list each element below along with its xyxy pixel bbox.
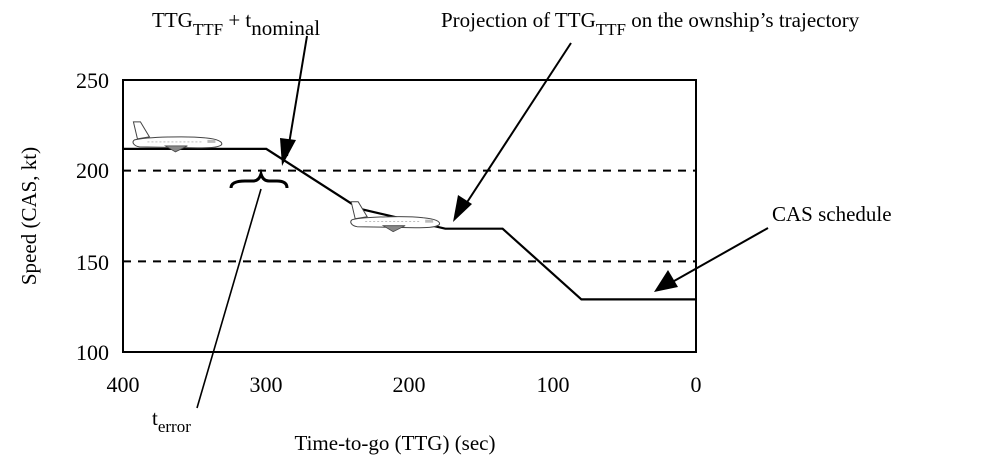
x-tick-300: 300 <box>250 372 283 397</box>
x-tick-200: 200 <box>393 372 426 397</box>
aircraft-markers <box>132 121 441 233</box>
annotation-ttg-ttf-nominal: TTGTTF + tnominal <box>152 8 320 40</box>
y-axis-label: Speed (CAS, kt) <box>17 147 41 285</box>
annotation-cas-schedule: CAS schedule <box>772 202 892 226</box>
plot-frame <box>122 79 697 353</box>
projection-arrow-head <box>453 195 472 222</box>
cas-schedule-arrow-head <box>654 270 678 292</box>
ttg-nominal-arrow-line <box>286 35 308 157</box>
annotation-projection: Projection of TTGTTF on the ownship’s tr… <box>441 8 860 39</box>
y-tick-150: 150 <box>76 250 109 275</box>
reference-lines <box>123 169 696 263</box>
series-line-cas-schedule <box>123 147 696 301</box>
y-tick-200: 200 <box>76 158 109 183</box>
projection-arrow-line <box>461 42 572 211</box>
y-tick-250: 250 <box>76 68 109 93</box>
t-error-pointer-line <box>196 188 262 409</box>
cas-schedule-arrow-line <box>666 227 769 286</box>
aircraft-icon-1 <box>132 121 223 153</box>
y-tick-100: 100 <box>76 340 109 365</box>
x-tick-100: 100 <box>537 372 570 397</box>
aircraft-icon-2 <box>350 201 441 233</box>
x-axis-label: Time-to-go (TTG) (sec) <box>294 431 495 455</box>
x-tick-0: 0 <box>691 372 702 397</box>
annotation-t-error: terror <box>152 406 191 436</box>
x-tick-400: 400 <box>107 372 140 397</box>
ttg-nominal-arrow-head <box>280 138 296 166</box>
t-error-brace <box>229 168 289 189</box>
